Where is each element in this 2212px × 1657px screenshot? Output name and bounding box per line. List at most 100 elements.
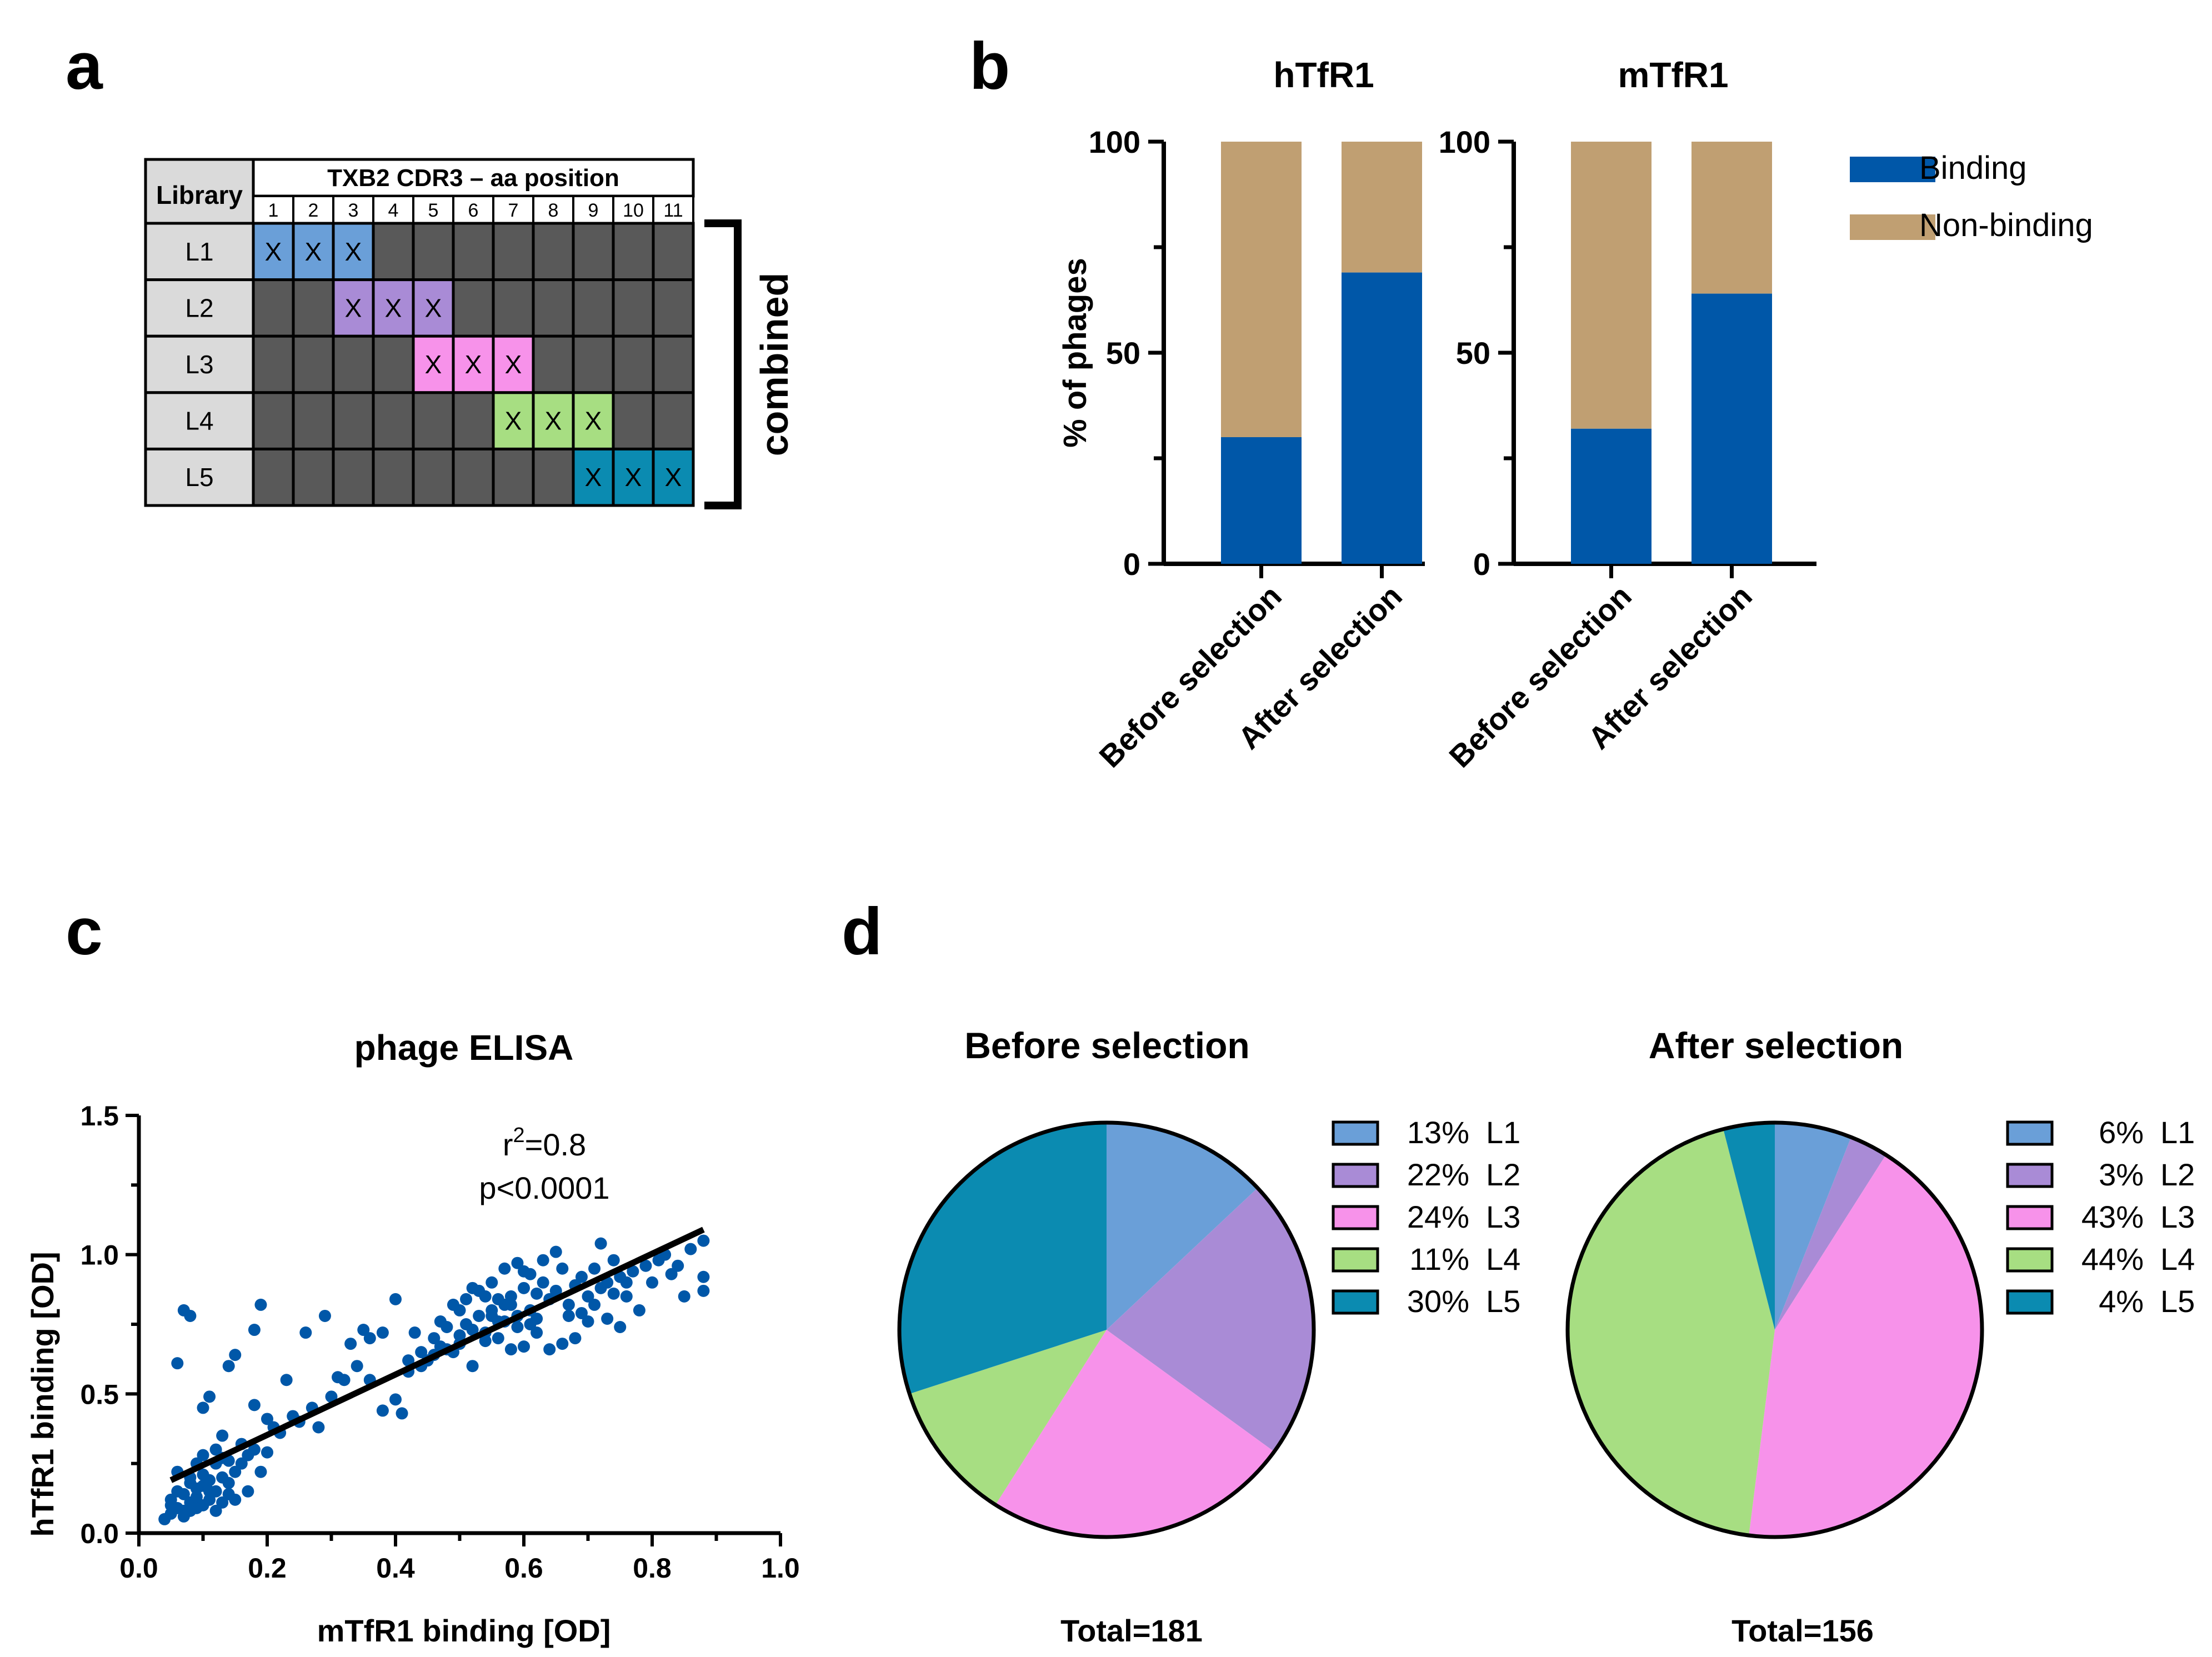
scatter-point [197, 1449, 209, 1461]
position-number: 3 [348, 200, 359, 221]
scatter-point [627, 1265, 639, 1278]
scatter-point [197, 1401, 209, 1414]
scatter-point [479, 1335, 492, 1348]
scatter-point [594, 1237, 607, 1250]
fixed-position-cell [332, 447, 375, 507]
scatter-point [492, 1293, 504, 1305]
position-number: 5 [428, 200, 439, 221]
scatter-point [607, 1287, 620, 1300]
pie-legend-pct: 43% [2081, 1199, 2144, 1234]
scatter-point [203, 1493, 216, 1506]
pie-legend-swatch [2006, 1247, 2054, 1273]
pie-slice-l4 [909, 1330, 1107, 1505]
fixed-position-cell [412, 447, 455, 507]
pie-legend-swatch [1332, 1289, 1379, 1315]
scatter-point [389, 1393, 402, 1406]
pie-legend-pct: 44% [2081, 1242, 2144, 1276]
scatter-point [254, 1298, 267, 1311]
scatter-point [222, 1360, 235, 1373]
pie-legend-swatch [1332, 1205, 1379, 1230]
scatter-point [504, 1298, 517, 1311]
randomized-mark: X [625, 463, 642, 492]
pie-legend-label: L3 [1486, 1199, 1520, 1234]
scatter-point [607, 1254, 620, 1266]
library-table: Library TXB2 CDR3 – aa position 1 2 3 4 5 6 7 8… [144, 158, 796, 509]
combined-bracket [704, 219, 742, 509]
scatter-point [203, 1390, 216, 1403]
scatter-point [639, 1259, 652, 1272]
randomized-mark: X [585, 407, 602, 435]
fixed-position-cell [572, 334, 615, 394]
pie-outline [897, 1120, 1316, 1539]
pie-legend-pct: 4% [2099, 1284, 2144, 1319]
scatter-point [325, 1390, 338, 1403]
legend-label-binding: Binding [1919, 150, 2026, 186]
randomized-mark: X [265, 237, 282, 266]
scatter-point [299, 1326, 312, 1339]
combined-label: combined [753, 273, 796, 457]
pie-legend-label: L5 [2160, 1284, 2195, 1319]
scatter-point [531, 1287, 543, 1300]
fixed-position-cell [372, 334, 415, 394]
scatter-point [254, 1465, 267, 1478]
fixed-position-cell [252, 447, 295, 507]
pie-legend-label: L1 [2160, 1115, 2195, 1150]
randomized-mark: X [545, 407, 562, 435]
panel-label-b: b [969, 29, 1010, 103]
pie-panel: Before selection After selection Total=1… [897, 1025, 2195, 1648]
fixed-position-cell [532, 447, 575, 507]
randomized-mark: X [505, 350, 522, 379]
pie-legend-swatch [1332, 1120, 1379, 1146]
fixed-position-cell [612, 391, 655, 450]
position-number: 4 [388, 200, 399, 221]
fixed-position-cell [612, 222, 655, 282]
fixed-position-cell [652, 278, 695, 338]
scatter-point [280, 1374, 293, 1386]
randomized-mark: X [385, 293, 402, 322]
r-squared-exponent: 2 [513, 1124, 524, 1147]
pie-legend-label: L4 [2160, 1242, 2195, 1276]
scatter-point [216, 1429, 229, 1442]
scatter-point [351, 1360, 363, 1373]
pie-slice-l2 [1107, 1188, 1314, 1452]
randomized-position-cell [332, 222, 375, 282]
scatter-point [222, 1476, 235, 1489]
randomized-position-cell [292, 222, 335, 282]
scatter-point [197, 1468, 209, 1481]
library-row-label: L4 [185, 407, 213, 435]
scatter-point [588, 1262, 601, 1275]
bar-segment-nonbinding [1221, 142, 1302, 437]
library-row-label: L5 [185, 463, 213, 492]
bar-y-tick-label: 100 [1439, 124, 1490, 159]
scatter-point [229, 1493, 242, 1506]
scatter-point [261, 1413, 273, 1425]
scatter-point [164, 1499, 177, 1511]
pie-legend-pct: 6% [2099, 1115, 2144, 1150]
scatter-point [549, 1284, 562, 1297]
pie-legend-swatch [2006, 1205, 2054, 1230]
scatter-point [408, 1326, 421, 1339]
scatter-y-tick-label: 0.0 [80, 1518, 119, 1549]
regression-line [169, 1227, 705, 1483]
pie-slice-l1 [1107, 1123, 1258, 1330]
fixed-position-cell [292, 447, 335, 507]
pie-legend-pct: 24% [1407, 1199, 1469, 1234]
scatter-x-tick-label: 0.0 [119, 1553, 158, 1584]
fixed-position-cell [292, 334, 335, 394]
position-number: 9 [588, 200, 599, 221]
pie-legend-label: L3 [2160, 1199, 2195, 1234]
scatter-y-tick-label: 1.5 [80, 1100, 119, 1132]
scatter-point [562, 1298, 575, 1311]
scatter-point [486, 1309, 498, 1322]
pie-legend-pct: 3% [2099, 1157, 2144, 1192]
scatter-point [672, 1259, 684, 1272]
scatter-title: phage ELISA [354, 1028, 574, 1068]
scatter-x-tick-label: 0.2 [248, 1553, 287, 1584]
bar-y-tick-label: 50 [1106, 336, 1140, 371]
pie-title-after: After selection [1649, 1025, 1903, 1066]
bar-legend: Binding Non-binding [1850, 150, 2093, 243]
pie-outline [1565, 1120, 1984, 1539]
scatter-point [177, 1488, 190, 1500]
randomized-mark: X [465, 350, 482, 379]
scatter-y-tick-label: 0.5 [80, 1379, 119, 1410]
